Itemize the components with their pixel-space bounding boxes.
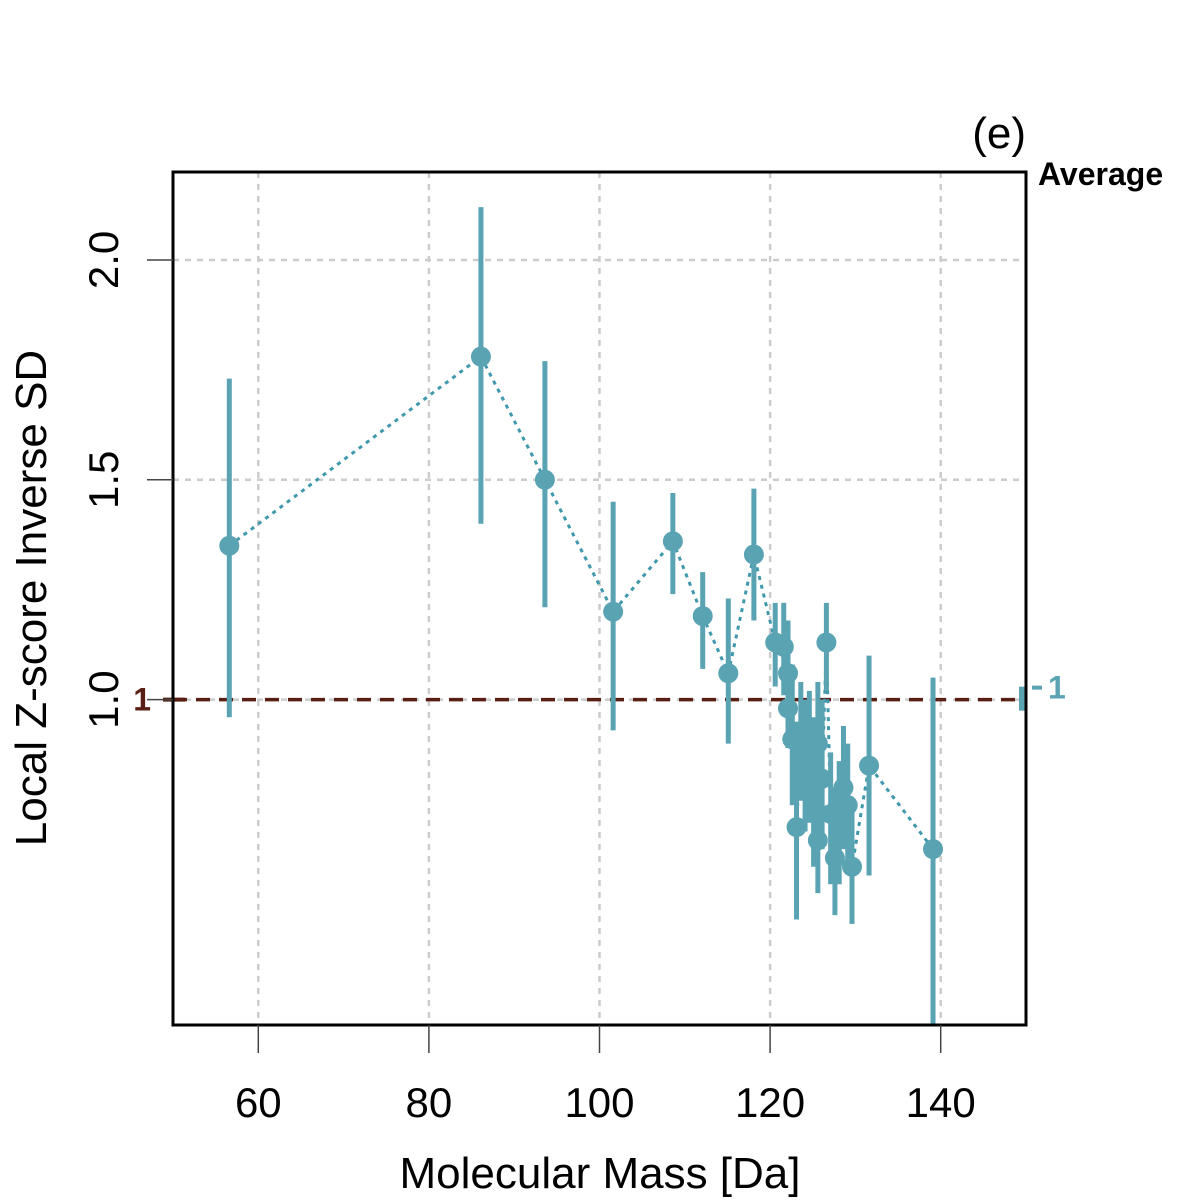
data-points bbox=[219, 346, 944, 877]
data-point bbox=[773, 636, 794, 657]
data-point bbox=[807, 830, 828, 851]
data-point bbox=[718, 663, 739, 684]
data-point bbox=[786, 817, 807, 838]
average-legend-label: Average bbox=[1038, 156, 1163, 192]
data-point bbox=[816, 632, 837, 653]
y-axis-title: Local Z-score Inverse SD bbox=[7, 350, 56, 846]
data-point bbox=[778, 698, 799, 719]
y-tick-label: 2.0 bbox=[80, 231, 127, 289]
data-point bbox=[841, 856, 862, 877]
data-point bbox=[833, 777, 854, 798]
data-point bbox=[807, 733, 828, 754]
average-right-marker bbox=[1019, 686, 1027, 711]
data-point bbox=[824, 847, 845, 868]
data-point bbox=[470, 346, 491, 367]
data-point bbox=[859, 755, 880, 776]
x-axis-title: Molecular Mass [Da] bbox=[399, 1149, 800, 1198]
data-point bbox=[812, 768, 833, 789]
y-tick-label: 1.5 bbox=[80, 451, 127, 509]
average-left-label: 1 bbox=[133, 682, 151, 718]
data-point bbox=[692, 606, 713, 627]
axes: 60 80 100 120 140 1.0 1.5 2.0 bbox=[80, 170, 1028, 1126]
data-point bbox=[778, 663, 799, 684]
data-point bbox=[662, 531, 683, 552]
data-point bbox=[743, 544, 764, 565]
data-point bbox=[795, 759, 816, 780]
grid bbox=[173, 172, 1026, 1025]
x-tick-label: 100 bbox=[564, 1079, 634, 1126]
error-bars bbox=[226, 207, 936, 1025]
x-tick-label: 60 bbox=[235, 1079, 282, 1126]
data-point bbox=[534, 469, 555, 490]
data-point bbox=[603, 601, 624, 622]
x-tick-label: 80 bbox=[406, 1079, 453, 1126]
data-point bbox=[837, 795, 858, 816]
data-point bbox=[219, 535, 240, 556]
data-point bbox=[829, 812, 850, 833]
y-tick-label: 1.0 bbox=[80, 670, 127, 728]
x-tick-label: 140 bbox=[906, 1079, 976, 1126]
data-point bbox=[923, 839, 944, 860]
panel-label: (e) bbox=[972, 109, 1026, 158]
average-right-label: 1 bbox=[1048, 670, 1066, 706]
x-tick-label: 120 bbox=[735, 1079, 805, 1126]
